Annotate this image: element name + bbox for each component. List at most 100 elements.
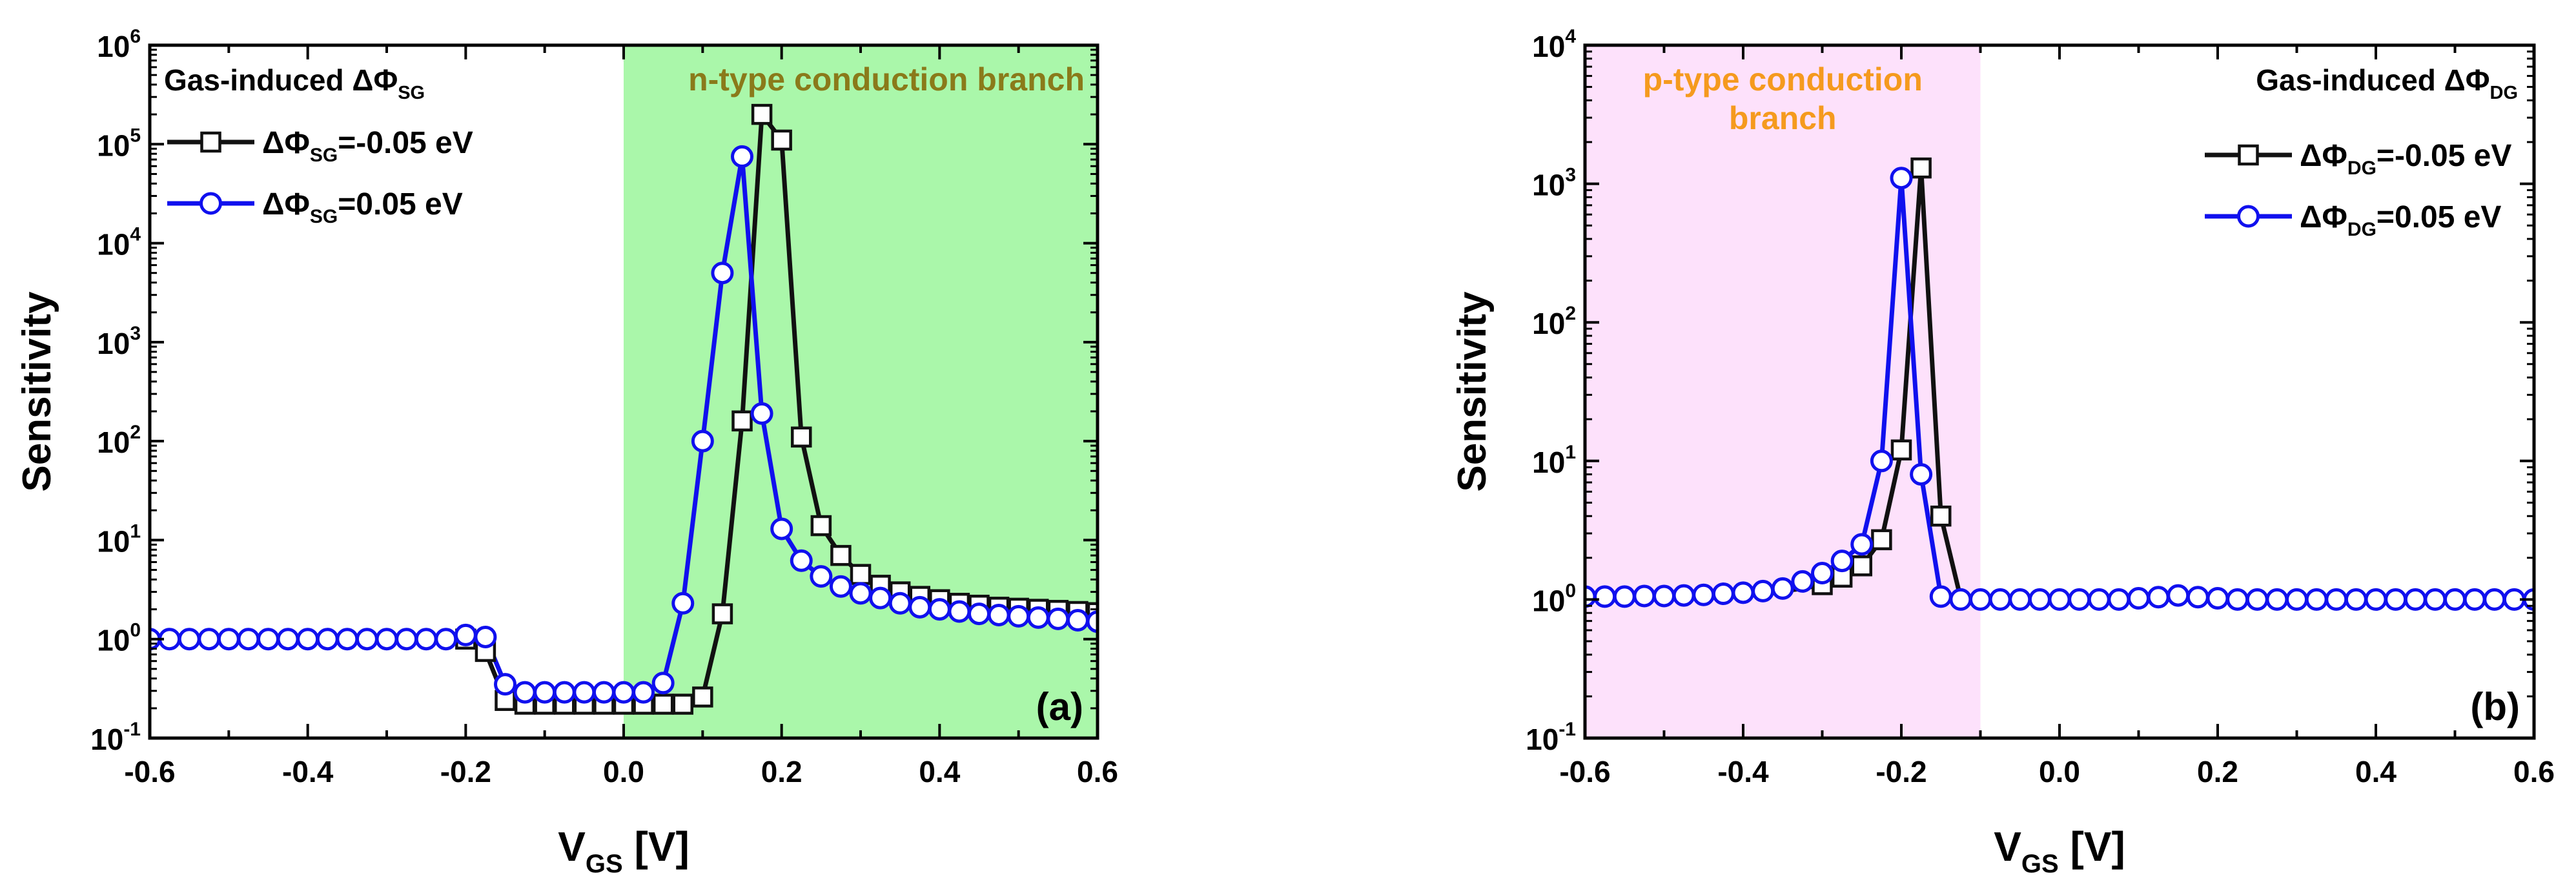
data-point-square [810,515,832,537]
data-point-circle [1910,463,1933,486]
data-point-circle [434,628,458,651]
y-tick-label: 10-1 [1526,719,1576,756]
data-point-circle [2009,588,2032,611]
data-point-circle [731,145,753,168]
data-point-circle [2344,588,2367,611]
data-point-circle [296,628,320,651]
data-point-circle [395,628,418,651]
data-point-circle [829,575,852,598]
data-point-circle [888,592,912,615]
y-tick-label: 103 [97,323,141,360]
data-point-circle [2127,587,2150,610]
data-point-circle [1613,585,1636,608]
x-tick-label: 0.6 [1077,755,1118,788]
data-point-circle [2147,586,2170,609]
data-point-circle [948,600,971,623]
data-point-circle [316,628,339,651]
data-point-circle [2265,588,2289,611]
data-point-square [1871,529,1892,551]
data-point-circle [1086,610,1098,633]
legend-title: Gas-induced ΔΦSG [164,63,425,103]
x-axis-label: VGS [V] [1994,823,2125,878]
region-label: n-type conduction branch [688,61,1085,98]
data-point-circle [1929,585,1952,608]
y-tick-label: 104 [1532,26,1576,63]
data-point-circle [553,681,576,704]
series-group [1585,157,2534,611]
data-point-circle [1752,579,1775,602]
data-point-circle [198,628,221,651]
legend-marker-circle [2237,205,2260,228]
data-point-circle [1633,584,1656,608]
data-point-circle [414,628,438,651]
data-point-circle [671,592,695,615]
data-point-square [1910,157,1932,179]
data-point-circle [1692,583,1715,606]
legend-label-1: ΔΦDG=0.05 eV [2300,200,2501,240]
y-tick-label: 101 [1532,442,1576,479]
data-point-circle [968,602,990,626]
data-point-circle [2325,588,2348,611]
data-point-circle [2226,588,2249,611]
data-point-circle [632,681,655,704]
panel-label: (a) [1036,685,1083,728]
data-point-circle [2068,588,2091,611]
data-point-circle [2305,588,2328,611]
data-point-circle [1830,550,1854,573]
data-point-circle [1811,562,1834,585]
data-point-circle [770,517,793,540]
data-point-circle [2186,586,2209,609]
y-tick-label: 102 [1532,303,1576,340]
data-point-circle [790,549,813,572]
data-point-circle [2087,588,2111,611]
data-point-circle [1988,588,2012,611]
data-point-square [1890,439,1912,461]
data-point-circle [1771,577,1794,600]
data-point-circle [2364,588,2387,611]
data-point-circle [2444,588,2466,611]
y-tick-label: 100 [97,620,141,657]
y-tick-label: 102 [97,422,141,459]
x-tick-label: 0.0 [2039,755,2080,788]
data-point-circle [257,628,280,651]
y-tick-label: 103 [1532,165,1576,202]
data-point-circle [1047,607,1070,630]
data-point-circle [178,628,201,651]
data-point-circle [1870,449,1893,473]
data-point-circle [2028,588,2051,611]
data-point-circle [651,672,675,695]
x-tick-label: 0.6 [2513,755,2555,788]
legend: Gas-induced ΔΦDG ΔΦDG=-0.05 eV ΔΦDG=0.05 e… [2205,63,2518,240]
data-point-circle [2048,588,2071,611]
data-point-circle [810,565,833,588]
legend-label-0: ΔΦSG=-0.05 eV [262,126,473,166]
data-point-circle [2245,588,2269,611]
data-point-circle [1850,533,1874,556]
legend-marker-square [2238,144,2259,166]
data-point-circle [612,681,635,704]
data-point-circle [2463,588,2486,611]
data-point-square [1930,505,1952,527]
x-tick-label: 0.4 [919,755,960,788]
data-point-circle [2404,588,2427,611]
series-group [150,103,1098,715]
x-tick-label: 0.2 [2197,755,2238,788]
data-point-circle [869,586,892,610]
data-point-circle [494,673,516,696]
data-point-circle [2107,588,2131,611]
data-point-circle [1593,585,1617,608]
data-point-circle [2167,584,2190,607]
data-point-circle [474,625,497,648]
y-axis-label: Sensitivity [1450,291,1495,492]
data-point-square [672,694,693,715]
data-point-circle [2285,588,2308,611]
data-point-circle [1027,606,1050,629]
x-tick-label: 0.2 [761,755,802,788]
data-point-square [850,564,872,585]
data-point-circle [355,628,378,651]
data-point-circle [573,681,596,704]
conduction-region [624,45,1098,738]
conduction-region [1585,45,1981,738]
data-point-square [692,686,713,708]
data-point-circle [2206,587,2229,610]
